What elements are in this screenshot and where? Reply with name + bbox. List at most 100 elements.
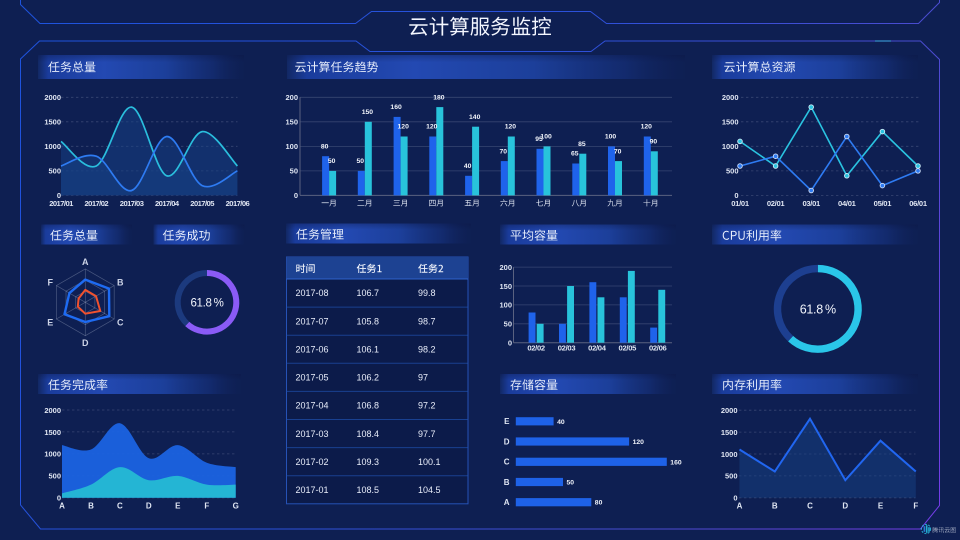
svg-text:0: 0 [294, 191, 298, 200]
svg-text:108.4: 108.4 [357, 429, 380, 439]
svg-text:160: 160 [390, 104, 402, 111]
svg-text:40: 40 [557, 419, 565, 426]
svg-text:61.8 %: 61.8 % [800, 302, 836, 316]
svg-text:2017-02: 2017-02 [296, 457, 329, 467]
svg-text:90: 90 [650, 139, 658, 146]
svg-text:50: 50 [290, 167, 298, 176]
svg-text:0: 0 [57, 191, 61, 200]
svg-text:105.8: 105.8 [357, 316, 380, 326]
svg-text:2017-07: 2017-07 [296, 316, 329, 326]
svg-text:1000: 1000 [44, 450, 61, 459]
svg-text:97.2: 97.2 [418, 401, 436, 411]
svg-text:150: 150 [499, 282, 512, 291]
svg-text:C: C [807, 501, 813, 510]
svg-text:02/02: 02/02 [527, 343, 545, 352]
svg-text:05/01: 05/01 [874, 199, 893, 208]
svg-text:E: E [175, 501, 181, 510]
svg-text:100: 100 [285, 142, 298, 151]
svg-text:100: 100 [499, 301, 512, 310]
svg-text:98.2: 98.2 [418, 344, 436, 354]
svg-text:C: C [117, 501, 123, 510]
svg-text:1000: 1000 [44, 142, 61, 151]
svg-text:2017/06: 2017/06 [226, 199, 250, 208]
svg-text:A: A [59, 501, 65, 510]
svg-text:70: 70 [614, 148, 622, 155]
svg-text:E: E [878, 501, 884, 510]
svg-text:99.8: 99.8 [418, 288, 436, 298]
svg-text:B: B [504, 478, 510, 487]
svg-text:106.1: 106.1 [357, 344, 380, 354]
svg-text:500: 500 [48, 472, 61, 481]
svg-text:100.1: 100.1 [418, 457, 441, 467]
svg-text:1500: 1500 [721, 428, 738, 437]
svg-text:02/06: 02/06 [649, 343, 667, 352]
svg-text:2017/01: 2017/01 [49, 199, 74, 208]
svg-text:140: 140 [469, 114, 481, 121]
svg-text:500: 500 [726, 167, 739, 176]
svg-text:1000: 1000 [722, 142, 739, 151]
svg-text:A: A [82, 257, 89, 267]
svg-text:85: 85 [578, 141, 586, 148]
svg-text:0: 0 [734, 191, 738, 200]
svg-text:2017-05: 2017-05 [296, 373, 329, 383]
svg-text:D: D [842, 501, 848, 510]
svg-text:A: A [737, 501, 743, 510]
svg-text:500: 500 [725, 472, 738, 481]
svg-text:50: 50 [504, 320, 512, 329]
svg-text:04/01: 04/01 [838, 199, 857, 208]
svg-text:100: 100 [540, 134, 552, 141]
svg-text:1000: 1000 [721, 450, 738, 459]
svg-text:06/01: 06/01 [909, 199, 928, 208]
svg-text:2017/05: 2017/05 [190, 199, 215, 208]
svg-text:97: 97 [418, 373, 428, 383]
svg-text:E: E [504, 417, 510, 426]
svg-text:2017/02: 2017/02 [84, 199, 108, 208]
svg-text:180: 180 [433, 94, 445, 101]
svg-text:D: D [504, 437, 510, 446]
svg-text:50: 50 [357, 158, 365, 165]
svg-text:2017-03: 2017-03 [296, 429, 329, 439]
svg-text:02/04: 02/04 [588, 343, 607, 352]
svg-text:E: E [47, 318, 53, 328]
svg-text:40: 40 [464, 163, 472, 170]
svg-text:120: 120 [633, 439, 645, 446]
svg-text:02/03: 02/03 [558, 343, 576, 352]
svg-text:61.8 %: 61.8 % [190, 297, 223, 309]
svg-text:1500: 1500 [722, 118, 739, 127]
svg-text:1500: 1500 [44, 118, 61, 127]
svg-text:A: A [504, 498, 510, 507]
svg-text:2000: 2000 [721, 406, 738, 415]
svg-text:160: 160 [670, 459, 682, 466]
svg-text:120: 120 [426, 124, 438, 131]
svg-text:2017/04: 2017/04 [155, 199, 180, 208]
svg-text:01/01: 01/01 [731, 199, 750, 208]
svg-text:109.3: 109.3 [357, 457, 380, 467]
svg-text:2000: 2000 [722, 93, 739, 102]
svg-text:200: 200 [285, 93, 298, 102]
svg-text:D: D [82, 338, 89, 348]
svg-text:G: G [233, 501, 239, 510]
svg-text:65: 65 [571, 151, 579, 158]
svg-text:120: 120 [641, 124, 653, 131]
svg-text:F: F [204, 501, 209, 510]
svg-text:100: 100 [605, 134, 617, 141]
svg-text:95: 95 [535, 136, 543, 143]
svg-text:03/01: 03/01 [802, 199, 821, 208]
svg-text:50: 50 [328, 158, 336, 165]
svg-text:106.7: 106.7 [357, 288, 380, 298]
svg-text:104.5: 104.5 [418, 485, 441, 495]
svg-text:80: 80 [595, 500, 603, 507]
svg-text:97.7: 97.7 [418, 429, 436, 439]
svg-text:B: B [772, 501, 778, 510]
svg-text:2000: 2000 [44, 406, 61, 415]
svg-text:02/01: 02/01 [767, 199, 786, 208]
svg-text:B: B [117, 277, 124, 287]
svg-text:2017-04: 2017-04 [296, 401, 329, 411]
svg-text:0: 0 [57, 494, 61, 503]
svg-text:200: 200 [499, 263, 512, 272]
svg-text:108.5: 108.5 [357, 485, 380, 495]
svg-text:F: F [48, 277, 54, 287]
svg-text:D: D [146, 501, 152, 510]
svg-text:0: 0 [508, 339, 512, 348]
svg-text:C: C [504, 458, 510, 467]
